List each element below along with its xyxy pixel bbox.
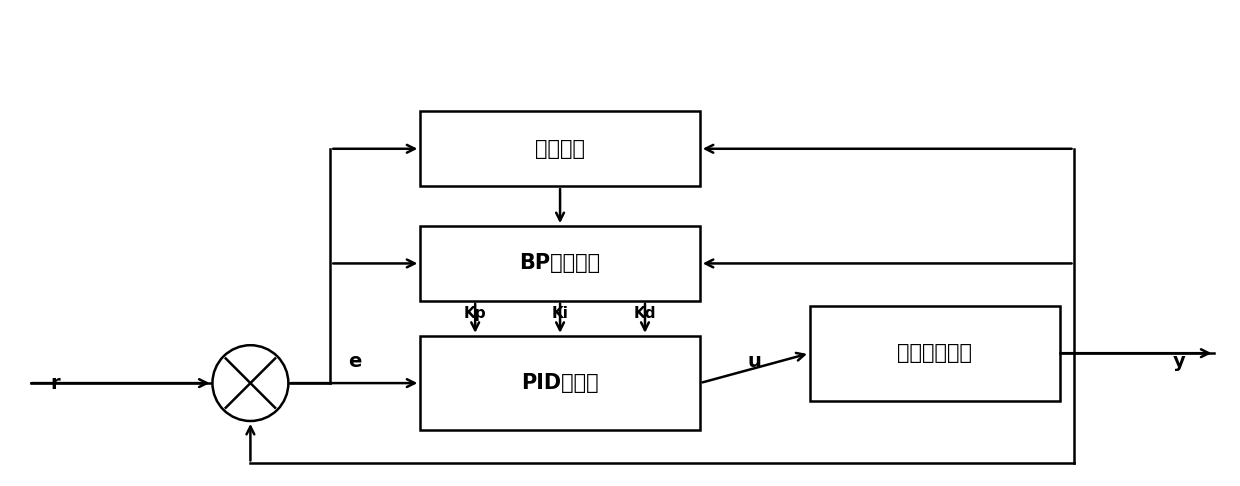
Bar [420,226,699,301]
Text: y: y [1173,352,1185,371]
Bar [420,111,699,186]
Ellipse shape [212,345,289,421]
Text: 永磁同步电机: 永磁同步电机 [898,343,972,363]
Text: BP神经网络: BP神经网络 [520,253,600,274]
Text: PID控制器: PID控制器 [521,373,599,393]
Text: u: u [748,352,761,371]
Text: Kd: Kd [634,306,656,321]
Text: r: r [51,374,61,393]
Bar [810,306,1059,400]
Text: 遗传算法: 遗传算法 [536,139,585,159]
Text: e: e [348,352,362,371]
Bar [420,336,699,431]
Text: Ki: Ki [552,306,568,321]
Text: Kp: Kp [464,306,486,321]
